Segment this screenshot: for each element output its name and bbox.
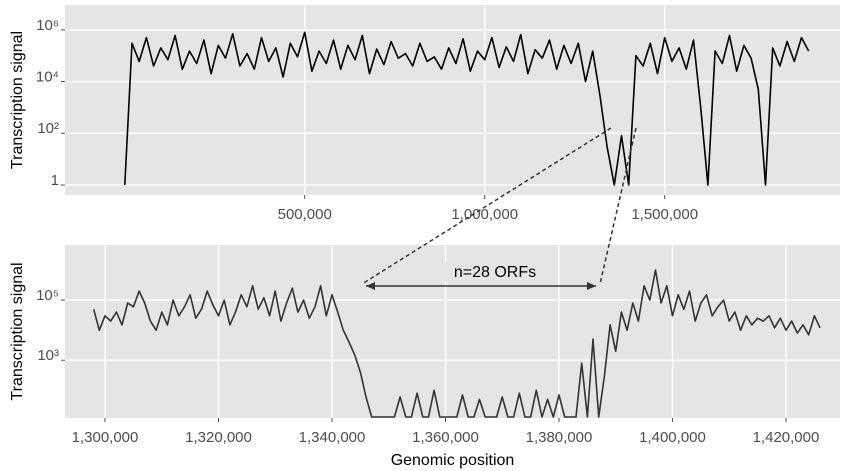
x-tick-label: 500,000	[278, 206, 332, 223]
x-tick-label: 1,000,000	[451, 206, 518, 223]
y-tick-label: 1	[51, 172, 59, 189]
plot-layer: 1 10² 10⁴ 10⁶ 500,000 1,000,000 1,500,000 Trans…	[9, 5, 840, 469]
x-tick-label: 1,400,000	[639, 429, 706, 446]
x-tick-label: 1,420,000	[753, 429, 820, 446]
y-tick-label: 10³	[37, 347, 59, 364]
panel-background	[65, 5, 840, 195]
x-axis-label: Genomic position	[391, 452, 515, 469]
x-tick-label: 1,340,000	[299, 429, 366, 446]
y-axis-label: Transcription signal	[9, 31, 26, 169]
y-tick-label: 10⁵	[36, 287, 59, 304]
y-tick-label: 10²	[37, 120, 59, 137]
x-tick-label: 1,300,000	[72, 429, 139, 446]
annotation: n=28 ORFs	[454, 264, 536, 281]
zoom-connector	[599, 127, 637, 285]
annotation-background	[440, 262, 550, 282]
y-tick-label: 10⁶	[36, 17, 59, 34]
x-tick-label: 1,380,000	[526, 429, 593, 446]
x-tick-label: 1,320,000	[185, 429, 252, 446]
x-tick-label: 1,500,000	[631, 206, 698, 223]
signal-line	[124, 31, 810, 186]
x-tick-label: 1,360,000	[412, 429, 479, 446]
y-axis-label: Transcription signal	[9, 262, 26, 400]
signal-line	[92, 269, 821, 418]
y-tick-label: 10⁴	[36, 68, 59, 85]
